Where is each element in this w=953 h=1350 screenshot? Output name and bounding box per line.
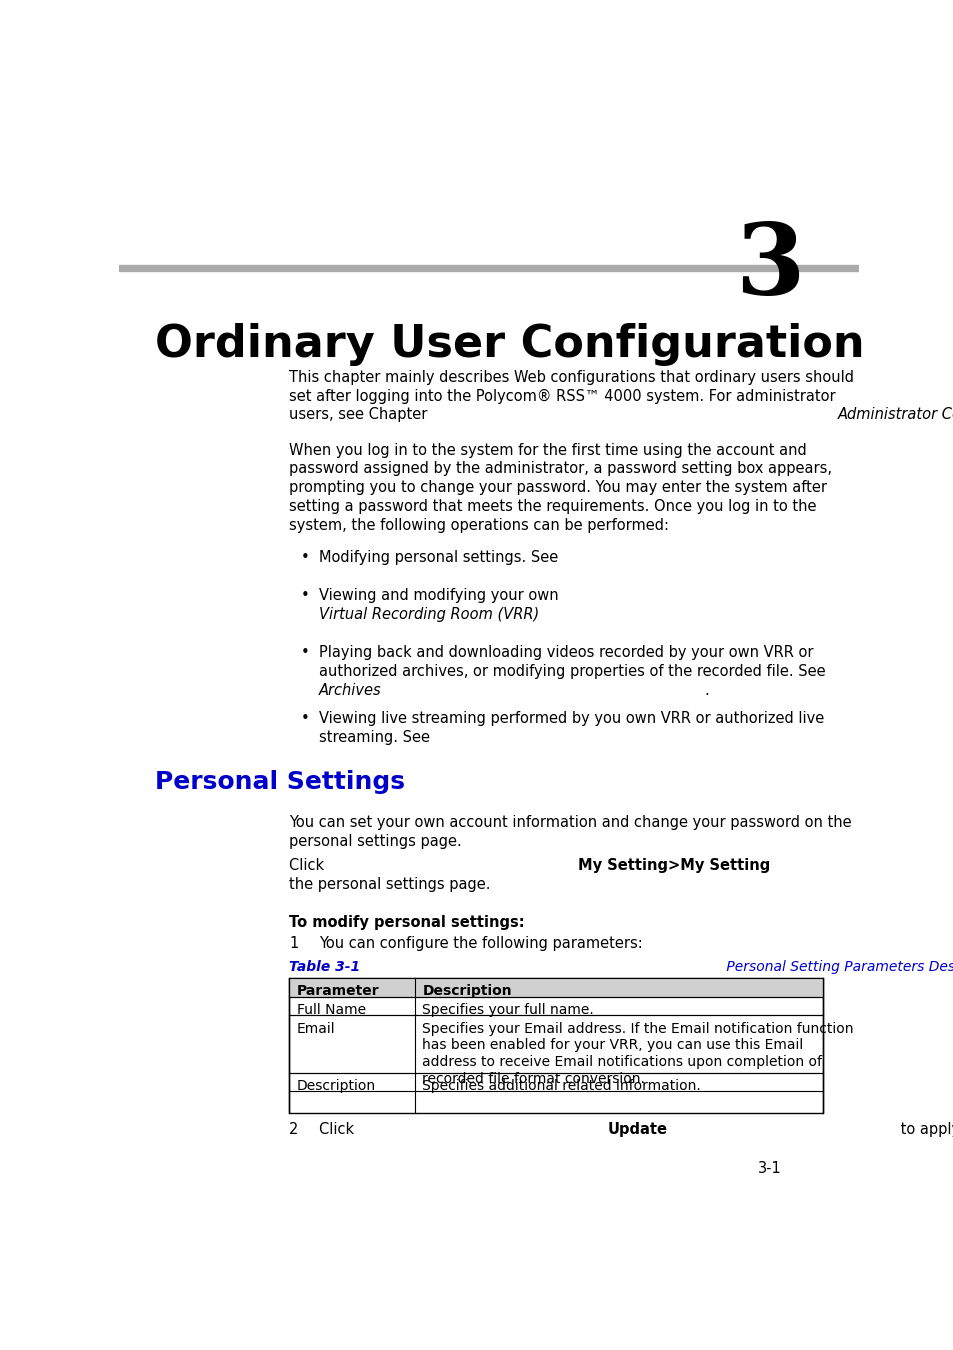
Text: Viewing live streaming performed by you own VRR or authorized live: Viewing live streaming performed by you … <box>318 711 823 726</box>
Text: You can set your own account information and change your password on the: You can set your own account information… <box>289 815 851 830</box>
Text: to apply these settings.: to apply these settings. <box>896 1122 953 1138</box>
Text: Personal Setting Parameters Description: Personal Setting Parameters Description <box>721 960 953 975</box>
Text: 2: 2 <box>289 1122 298 1138</box>
Text: Click: Click <box>289 859 329 873</box>
Text: 3-1: 3-1 <box>758 1161 781 1176</box>
Bar <box>119 265 858 271</box>
Text: personal settings page.: personal settings page. <box>289 833 461 849</box>
Text: authorized archives, or modifying properties of the recorded file. See: authorized archives, or modifying proper… <box>318 664 824 679</box>
Text: •: • <box>300 549 309 564</box>
Text: •: • <box>300 589 309 603</box>
Text: Specifies your full name.: Specifies your full name. <box>422 1003 594 1017</box>
Text: •: • <box>300 711 309 726</box>
Text: Modifying personal settings. See: Modifying personal settings. See <box>318 549 562 564</box>
Text: To modify personal settings:: To modify personal settings: <box>289 914 524 930</box>
Text: password assigned by the administrator, a password setting box appears,: password assigned by the administrator, … <box>289 462 831 477</box>
Text: Personal Settings: Personal Settings <box>154 769 404 794</box>
Text: Parameter: Parameter <box>296 984 379 998</box>
Text: has been enabled for your VRR, you can use this Email: has been enabled for your VRR, you can u… <box>422 1038 802 1052</box>
Text: system, the following operations can be performed:: system, the following operations can be … <box>289 517 669 532</box>
Text: Description: Description <box>422 984 512 998</box>
Text: Viewing and modifying your own: Viewing and modifying your own <box>318 589 562 603</box>
Text: prompting you to change your password. You may enter the system after: prompting you to change your password. Y… <box>289 481 826 495</box>
Text: address to receive Email notifications upon completion of: address to receive Email notifications u… <box>422 1054 821 1069</box>
Text: When you log in to the system for the first time using the account and: When you log in to the system for the fi… <box>289 443 806 458</box>
Text: Email: Email <box>296 1022 335 1035</box>
Bar <box>289 977 822 996</box>
Text: users, see Chapter: users, see Chapter <box>289 408 432 423</box>
Text: Specifies your Email address. If the Email notification function: Specifies your Email address. If the Ema… <box>422 1022 853 1035</box>
Text: Ordinary User Configuration: Ordinary User Configuration <box>154 323 863 366</box>
Text: streaming. See: streaming. See <box>318 729 434 745</box>
Text: the personal settings page.: the personal settings page. <box>289 878 490 892</box>
Bar <box>289 977 822 1114</box>
Text: You can configure the following parameters:: You can configure the following paramete… <box>318 937 642 952</box>
Text: This chapter mainly describes Web configurations that ordinary users should: This chapter mainly describes Web config… <box>289 370 853 385</box>
Text: setting a password that meets the requirements. Once you log in to the: setting a password that meets the requir… <box>289 498 816 514</box>
Text: Description: Description <box>296 1079 375 1094</box>
Text: Administrator Configuration: Administrator Configuration <box>837 408 953 423</box>
Text: •: • <box>300 645 309 660</box>
Text: Playing back and downloading videos recorded by your own VRR or: Playing back and downloading videos reco… <box>318 645 813 660</box>
Text: Click: Click <box>318 1122 358 1138</box>
Text: Virtual Recording Room (VRR): Virtual Recording Room (VRR) <box>318 608 538 622</box>
Text: Update: Update <box>607 1122 667 1138</box>
Text: set after logging into the Polycom® RSS™ 4000 system. For administrator: set after logging into the Polycom® RSS™… <box>289 389 835 404</box>
Text: .: . <box>703 683 708 698</box>
Text: recorded file format conversion.: recorded file format conversion. <box>422 1072 644 1085</box>
Text: Archives: Archives <box>318 683 381 698</box>
Text: 1: 1 <box>289 937 298 952</box>
Text: My Setting>My Setting: My Setting>My Setting <box>578 859 769 873</box>
Text: 3: 3 <box>735 219 803 316</box>
Text: Full Name: Full Name <box>296 1003 365 1017</box>
Text: Table 3-1: Table 3-1 <box>289 960 360 975</box>
Text: Specifies additional related information.: Specifies additional related information… <box>422 1079 700 1094</box>
